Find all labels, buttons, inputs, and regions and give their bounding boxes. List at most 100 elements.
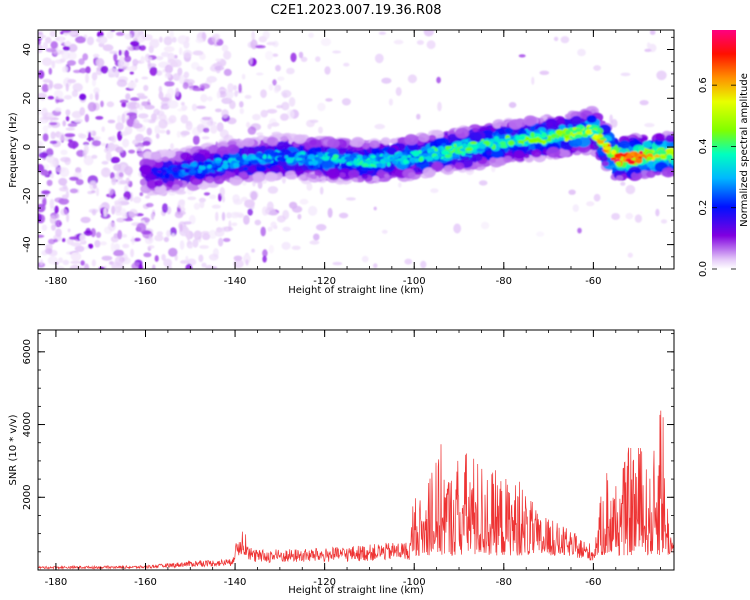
signal-core-blob bbox=[385, 159, 391, 163]
noise-blob bbox=[114, 201, 122, 210]
noise-blob bbox=[100, 241, 107, 246]
noise-blob bbox=[166, 129, 171, 135]
noise-blob bbox=[79, 93, 87, 101]
signal-core-blob bbox=[214, 160, 222, 164]
noise-blob bbox=[38, 234, 45, 238]
signal-core-blob bbox=[660, 155, 667, 160]
y-tick-label: -20 bbox=[22, 188, 33, 204]
noise-blob bbox=[175, 87, 180, 97]
noise-blob bbox=[113, 249, 125, 257]
noise-blob bbox=[124, 166, 133, 176]
noise-blob bbox=[120, 264, 125, 269]
signal-core-blob bbox=[276, 156, 284, 161]
noise-blob bbox=[185, 255, 189, 264]
noise-blob bbox=[136, 222, 147, 233]
noise-blob bbox=[536, 231, 545, 237]
noise-blob bbox=[124, 33, 132, 40]
signal-blob bbox=[229, 175, 243, 186]
noise-blob bbox=[180, 130, 190, 136]
signal-blob bbox=[642, 140, 652, 149]
signal-core-blob bbox=[173, 172, 179, 176]
noise-blob bbox=[315, 56, 321, 62]
signal-core-blob bbox=[591, 129, 597, 133]
noise-blob bbox=[48, 238, 56, 245]
noise-blob bbox=[74, 245, 85, 252]
noise-blob bbox=[539, 70, 550, 76]
x-tick-label: -100 bbox=[403, 276, 426, 287]
signal-blob bbox=[327, 138, 340, 149]
signal-core-blob bbox=[528, 138, 536, 144]
noise-blob bbox=[166, 230, 171, 237]
noise-blob bbox=[67, 228, 71, 233]
signal-core-blob bbox=[381, 153, 390, 158]
signal-blob bbox=[513, 150, 525, 159]
noise-blob bbox=[315, 224, 327, 231]
signal-core-blob bbox=[172, 166, 180, 172]
signal-core-blob bbox=[490, 138, 496, 142]
noise-blob bbox=[430, 188, 439, 194]
signal-core-blob bbox=[519, 136, 526, 140]
noise-blob bbox=[163, 36, 173, 46]
noise-blob bbox=[244, 94, 252, 99]
signal-core-blob bbox=[593, 134, 599, 139]
noise-blob bbox=[221, 211, 226, 221]
signal-blob bbox=[546, 147, 561, 158]
signal-core-blob bbox=[353, 160, 361, 164]
signal-core-blob bbox=[530, 131, 535, 138]
noise-blob bbox=[332, 261, 343, 266]
noise-blob bbox=[182, 82, 189, 90]
signal-core-blob bbox=[242, 154, 248, 159]
noise-blob bbox=[272, 40, 279, 48]
noise-blob bbox=[116, 79, 128, 87]
noise-blob bbox=[168, 115, 177, 124]
noise-blob bbox=[38, 70, 45, 79]
x-tick-label: -80 bbox=[496, 577, 512, 588]
noise-blob bbox=[211, 33, 220, 43]
noise-blob bbox=[154, 125, 161, 135]
noise-blob bbox=[404, 258, 413, 265]
noise-blob bbox=[332, 50, 342, 54]
signal-core-blob bbox=[499, 144, 508, 149]
noise-blob bbox=[79, 233, 86, 243]
noise-blob bbox=[38, 92, 47, 99]
noise-blob bbox=[136, 93, 145, 97]
signal-core-blob bbox=[441, 150, 450, 155]
signal-blob bbox=[226, 144, 240, 155]
noise-blob bbox=[38, 140, 45, 151]
noise-blob bbox=[95, 231, 102, 238]
noise-blob bbox=[181, 105, 188, 111]
noise-blob bbox=[230, 211, 240, 219]
noise-blob bbox=[395, 87, 402, 96]
signal-core-blob bbox=[264, 158, 273, 163]
noise-blob bbox=[639, 100, 649, 106]
signal-core-blob bbox=[610, 157, 617, 161]
signal-core-blob bbox=[666, 154, 673, 161]
noise-blob bbox=[45, 247, 53, 255]
noise-blob bbox=[234, 90, 239, 97]
noise-blob bbox=[225, 227, 229, 233]
noise-blob bbox=[121, 102, 127, 108]
noise-blob bbox=[105, 151, 112, 162]
noise-blob bbox=[313, 233, 320, 241]
signal-core-blob bbox=[574, 134, 583, 139]
noise-blob bbox=[64, 95, 72, 100]
signal-blob bbox=[314, 169, 323, 176]
signal-blob bbox=[320, 176, 327, 182]
signal-core-blob bbox=[307, 154, 316, 160]
colorbar-tick-label: 0.6 bbox=[698, 77, 709, 93]
signal-core-blob bbox=[250, 155, 257, 161]
noise-blob bbox=[317, 102, 326, 112]
noise-blob bbox=[200, 94, 208, 103]
noise-blob bbox=[70, 251, 82, 262]
noise-blob bbox=[138, 263, 143, 269]
signal-core-blob bbox=[386, 161, 391, 167]
noise-blob bbox=[49, 215, 57, 225]
noise-blob bbox=[50, 131, 56, 140]
noise-blob bbox=[44, 130, 49, 134]
noise-blob bbox=[79, 67, 87, 74]
signal-blob bbox=[238, 167, 245, 173]
noise-blob bbox=[172, 36, 177, 43]
noise-blob bbox=[55, 228, 62, 237]
noise-blob bbox=[71, 90, 78, 97]
noise-blob bbox=[243, 215, 250, 225]
